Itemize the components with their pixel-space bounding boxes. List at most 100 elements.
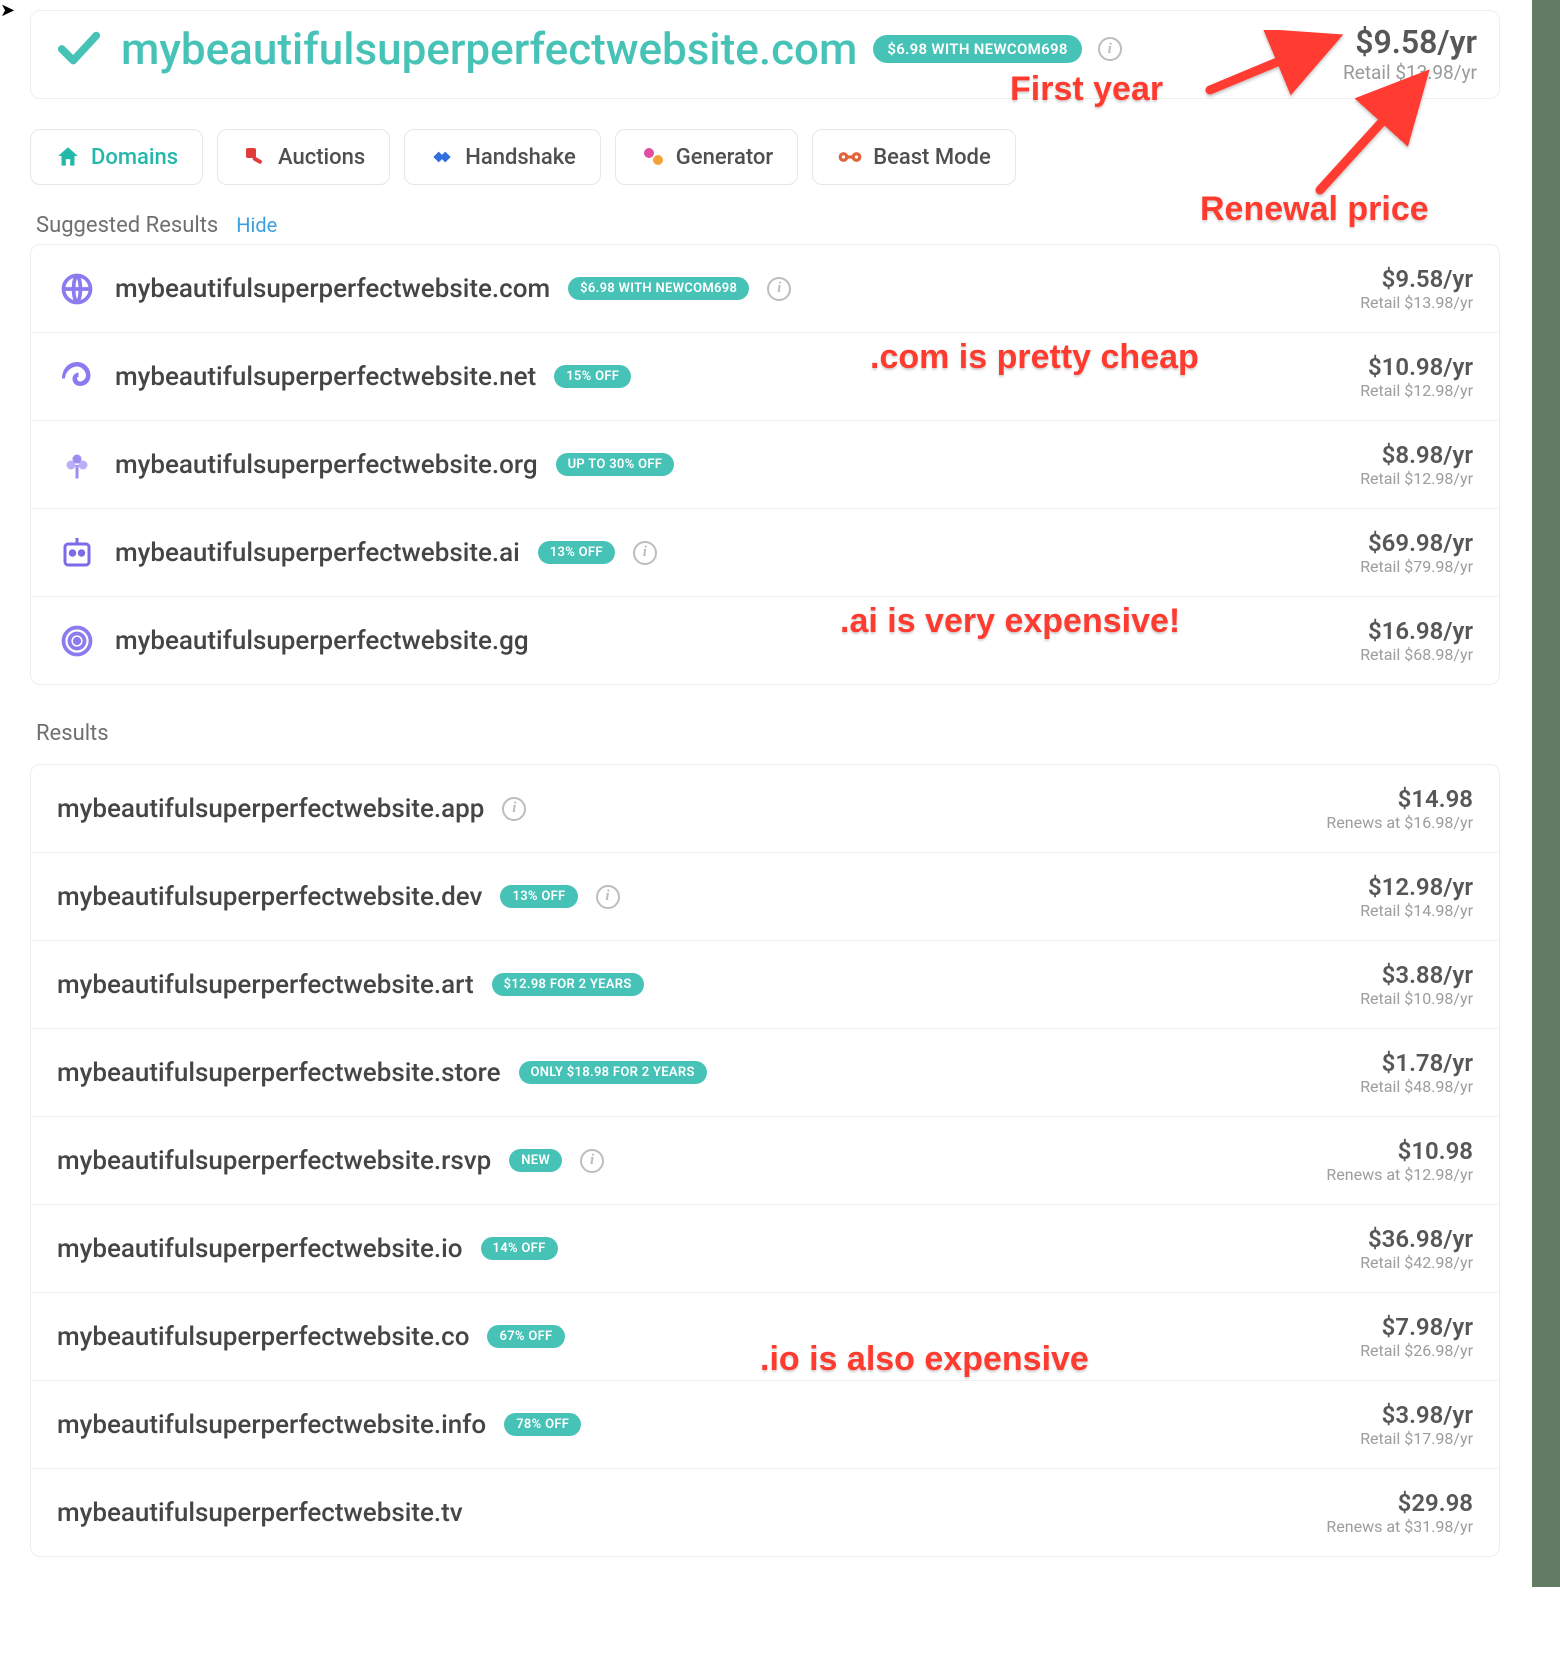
info-icon[interactable]: i [596, 885, 620, 909]
price-block: $14.98Renews at $16.98/yr [1326, 785, 1473, 832]
domain-name: mybeautifulsuperperfectwebsite.rsvp [57, 1146, 491, 1176]
retail-price: Renews at $16.98/yr [1326, 813, 1473, 832]
robot-icon [57, 533, 97, 573]
price: $14.98 [1326, 785, 1473, 813]
price: $10.98/yr [1360, 353, 1473, 381]
hero-domain[interactable]: mybeautifulsuperperfectwebsite.com [121, 25, 857, 73]
domain-row[interactable]: mybeautifulsuperperfectwebsite.info78% O… [31, 1380, 1499, 1468]
promo-badge: 67% OFF [487, 1325, 564, 1348]
tab-label: Handshake [465, 145, 576, 170]
price-block: $10.98Renews at $12.98/yr [1326, 1137, 1473, 1184]
gavel-icon [242, 144, 268, 170]
domain-row[interactable]: mybeautifulsuperperfectwebsite.art $12.98… [31, 940, 1499, 1028]
domain-name: mybeautifulsuperperfectwebsite.app [57, 794, 484, 824]
tabs: Domains Auctions Handshake Generator Bea… [30, 129, 1500, 185]
retail-price: Retail $26.98/yr [1360, 1341, 1473, 1360]
price-block: $3.88/yrRetail $10.98/yr [1360, 961, 1473, 1008]
price-block: $16.98/yrRetail $68.98/yr [1360, 617, 1473, 664]
info-icon[interactable]: i [502, 797, 526, 821]
domain-name: mybeautifulsuperperfectwebsite.info [57, 1410, 486, 1440]
promo-badge: ONLY $18.98 FOR 2 YEARS [519, 1061, 707, 1084]
info-icon[interactable]: i [580, 1149, 604, 1173]
house-icon [55, 144, 81, 170]
promo-badge: UP TO 30% OFF [556, 453, 675, 476]
price: $36.98/yr [1360, 1225, 1473, 1253]
domain-row[interactable]: mybeautifulsuperperfectwebsite.gg $16.98/… [31, 596, 1499, 684]
retail-price: Retail $14.98/yr [1360, 901, 1473, 920]
promo-badge: 14% OFF [481, 1237, 558, 1260]
price-block: $69.98/yrRetail $79.98/yr [1360, 529, 1473, 576]
retail-price: Retail $12.98/yr [1360, 381, 1473, 400]
price: $10.98 [1326, 1137, 1473, 1165]
price: $3.88/yr [1360, 961, 1473, 989]
results-list: mybeautifulsuperperfectwebsite.app i $14.9… [30, 764, 1500, 1557]
domain-row[interactable]: mybeautifulsuperperfectwebsite.app i $14.9… [31, 765, 1499, 852]
tab-beast-mode[interactable]: Beast Mode [812, 129, 1016, 185]
hero-card: mybeautifulsuperperfectwebsite.com $6.98… [30, 10, 1500, 99]
retail-price: Retail $79.98/yr [1360, 557, 1473, 576]
retail-price: Renews at $31.98/yr [1326, 1517, 1473, 1536]
domain-row[interactable]: mybeautifulsuperperfectwebsite.ai13% OFF… [31, 508, 1499, 596]
price: $16.98/yr [1360, 617, 1473, 645]
tab-label: Auctions [278, 145, 365, 170]
domain-name: mybeautifulsuperperfectwebsite.com [115, 274, 550, 304]
price-block: $3.98/yrRetail $17.98/yr [1360, 1401, 1473, 1448]
hero-retail: Retail $13.98/yr [1343, 61, 1477, 84]
retail-price: Renews at $12.98/yr [1326, 1165, 1473, 1184]
suggested-title: Suggested Results [36, 213, 218, 238]
hero-price: $9.58/yr [1343, 23, 1477, 61]
tab-auctions[interactable]: Auctions [217, 129, 390, 185]
domain-row[interactable]: mybeautifulsuperperfectwebsite.co 67% OFF… [31, 1292, 1499, 1380]
domain-name: mybeautifulsuperperfectwebsite.gg [115, 626, 529, 656]
price-block: $8.98/yrRetail $12.98/yr [1360, 441, 1473, 488]
suggested-header: Suggested Results Hide [36, 213, 1500, 238]
price: $69.98/yr [1360, 529, 1473, 557]
tab-label: Domains [91, 145, 178, 170]
domain-row[interactable]: mybeautifulsuperperfectwebsite.rsvp NEW i $… [31, 1116, 1499, 1204]
promo-badge: 15% OFF [554, 365, 631, 388]
domain-name: mybeautifulsuperperfectwebsite.dev [57, 882, 482, 912]
domain-name: mybeautifulsuperperfectwebsite.net [115, 362, 536, 392]
domain-row[interactable]: mybeautifulsuperperfectwebsite.dev13% OF… [31, 852, 1499, 940]
domain-row[interactable]: mybeautifulsuperperfectwebsite.net 15% OF… [31, 332, 1499, 420]
domain-name: mybeautifulsuperperfectwebsite.co [57, 1322, 469, 1352]
price: $7.98/yr [1360, 1313, 1473, 1341]
tab-generator[interactable]: Generator [615, 129, 798, 185]
scrollbar[interactable] [1532, 0, 1560, 1587]
promo-badge: $12.98 FOR 2 YEARS [492, 973, 644, 996]
domain-row[interactable]: mybeautifulsuperperfectwebsite.io 14% OFF… [31, 1204, 1499, 1292]
handshake-icon [429, 144, 455, 170]
page-root: mybeautifulsuperperfectwebsite.com $6.98… [0, 0, 1520, 1587]
suggested-list: mybeautifulsuperperfectwebsite.com$6.98 … [30, 244, 1500, 685]
retail-price: Retail $17.98/yr [1360, 1429, 1473, 1448]
price: $12.98/yr [1360, 873, 1473, 901]
price: $29.98 [1326, 1489, 1473, 1517]
info-icon[interactable]: i [767, 277, 791, 301]
hero-promo-badge: $6.98 WITH NEWCOM698 [873, 35, 1081, 63]
retail-price: Retail $48.98/yr [1360, 1077, 1473, 1096]
domain-row[interactable]: mybeautifulsuperperfectwebsite.com$6.98 … [31, 245, 1499, 332]
domain-name: mybeautifulsuperperfectwebsite.org [115, 450, 538, 480]
retail-price: Retail $12.98/yr [1360, 469, 1473, 488]
tab-domains[interactable]: Domains [30, 129, 203, 185]
price: $9.58/yr [1360, 265, 1473, 293]
promo-badge: NEW [509, 1149, 562, 1172]
hide-link[interactable]: Hide [236, 213, 277, 237]
info-icon[interactable]: i [1098, 37, 1122, 61]
target-icon [57, 621, 97, 661]
price-block: $29.98Renews at $31.98/yr [1326, 1489, 1473, 1536]
flower-icon [57, 445, 97, 485]
domain-name: mybeautifulsuperperfectwebsite.store [57, 1058, 501, 1088]
price: $1.78/yr [1360, 1049, 1473, 1077]
domain-row[interactable]: mybeautifulsuperperfectwebsite.store ONLY… [31, 1028, 1499, 1116]
domain-row[interactable]: mybeautifulsuperperfectwebsite.tv $29.98R… [31, 1468, 1499, 1556]
retail-price: Retail $68.98/yr [1360, 645, 1473, 664]
domain-row[interactable]: mybeautifulsuperperfectwebsite.org UP TO … [31, 420, 1499, 508]
domain-name: mybeautifulsuperperfectwebsite.io [57, 1234, 463, 1264]
domain-name: mybeautifulsuperperfectwebsite.tv [57, 1498, 463, 1528]
tab-label: Beast Mode [873, 145, 991, 170]
info-icon[interactable]: i [633, 541, 657, 565]
price-block: $7.98/yrRetail $26.98/yr [1360, 1313, 1473, 1360]
domain-name: mybeautifulsuperperfectwebsite.art [57, 970, 474, 1000]
tab-handshake[interactable]: Handshake [404, 129, 601, 185]
